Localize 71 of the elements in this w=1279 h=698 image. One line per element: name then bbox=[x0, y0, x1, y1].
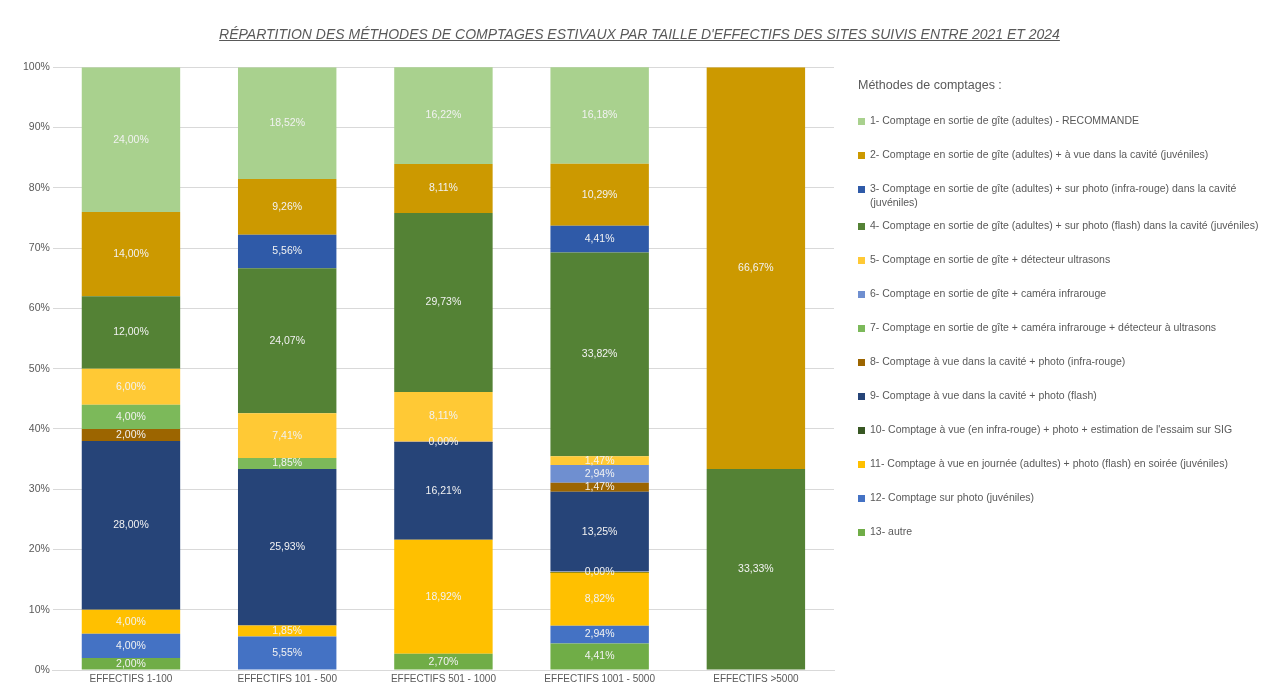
data-label: 9,26% bbox=[272, 199, 303, 212]
data-label: 2,00% bbox=[116, 656, 146, 669]
x-tick-label: EFFECTIFS 501 - 1000 bbox=[390, 672, 497, 684]
legend-label: 7- Comptage en sortie de gîte + caméra infrarouge + détecteur à ultrasons bbox=[870, 321, 1217, 335]
data-label: 5,56% bbox=[272, 244, 303, 257]
legend-label: 13- autre bbox=[870, 525, 913, 539]
data-label: 8,11% bbox=[428, 181, 458, 194]
data-label: 5,55% bbox=[272, 645, 303, 658]
data-label: 1,47% bbox=[584, 453, 615, 466]
data-label: 24,07% bbox=[269, 333, 306, 346]
y-tick-label: 30% bbox=[28, 482, 50, 495]
y-tick-label: 70% bbox=[28, 241, 50, 253]
data-label: 8,82% bbox=[584, 592, 615, 605]
legend-label: 5- Comptage en sortie de gîte + détecteur ultrasons bbox=[870, 253, 1111, 267]
legend-label: 6- Comptage en sortie de gîte + caméra infrarouge bbox=[870, 287, 1107, 301]
chart-title: RÉPARTITION DES MÉTHODES DE COMPTAGES ESTIVAUX PAR TAILLE D'EFFECTIFS DES SITES SUIVIS ENTRE 2021 ET 2024 bbox=[218, 26, 1061, 42]
data-label: 7,41% bbox=[272, 428, 303, 441]
x-tick-label: EFFECTIFS 1001 - 5000 bbox=[544, 672, 656, 684]
legend-label: 11- Comptage à vue en journée (adultes) + photo (flash) en soirée (juvéniles) bbox=[870, 457, 1228, 471]
legend-label: 4- Comptage en sortie de gîte (adultes) + sur photo (flash) dans la cavité (juvéniles) bbox=[870, 219, 1259, 233]
y-tick-label: 100% bbox=[23, 60, 50, 73]
data-label: 24,00% bbox=[113, 132, 149, 145]
data-label: 16,22% bbox=[425, 108, 462, 121]
legend-title: Méthodes de comptages : bbox=[858, 78, 1003, 92]
y-tick-label: 90% bbox=[28, 120, 50, 133]
legend-label: 1- Comptage en sortie de gîte (adultes) - RECOMMANDE bbox=[870, 114, 1140, 128]
data-label: 1,85% bbox=[272, 456, 303, 469]
x-tick-label: EFFECTIFS 101 - 500 bbox=[237, 672, 338, 684]
data-label: 1,85% bbox=[272, 623, 303, 636]
data-label: 4,41% bbox=[584, 649, 615, 662]
data-label: 33,33% bbox=[738, 562, 774, 575]
y-tick-label: 60% bbox=[28, 301, 50, 314]
data-label: 2,94% bbox=[584, 627, 615, 640]
data-label: 2,94% bbox=[584, 466, 615, 479]
data-label: 16,18% bbox=[581, 107, 618, 120]
data-label: 4,00% bbox=[116, 614, 146, 627]
data-label: 4,00% bbox=[116, 638, 146, 651]
data-label: 2,70% bbox=[428, 654, 459, 667]
data-label: 29,73% bbox=[425, 295, 462, 308]
data-label: 13,25% bbox=[581, 524, 618, 537]
data-label: 0,00% bbox=[584, 565, 615, 578]
legend-label: 3- Comptage en sortie de gîte (adultes) + sur photo (infra-rouge) dans la cavité (juvéniles) bbox=[870, 182, 1238, 210]
y-tick-label: 80% bbox=[28, 180, 50, 193]
data-label: 4,41% bbox=[584, 232, 615, 245]
x-tick-label: EFFECTIFS 1-100 bbox=[89, 672, 173, 684]
y-tick-label: 20% bbox=[28, 542, 50, 555]
x-tick-label: EFFECTIFS >5000 bbox=[713, 672, 799, 684]
y-tick-label: 40% bbox=[28, 421, 50, 434]
data-label: 10,29% bbox=[581, 187, 618, 200]
data-label: 66,67% bbox=[738, 261, 774, 274]
data-label: 16,21% bbox=[425, 483, 462, 496]
data-label: 4,00% bbox=[116, 409, 146, 422]
data-label: 18,52% bbox=[269, 116, 306, 128]
data-label: 8,11% bbox=[428, 409, 458, 422]
y-tick-label: 0% bbox=[34, 662, 50, 675]
data-label: 12,00% bbox=[113, 325, 149, 338]
y-tick-label: 50% bbox=[28, 361, 50, 374]
data-label: 14,00% bbox=[113, 247, 149, 260]
data-label: 1,47% bbox=[584, 480, 615, 493]
data-label: 28,00% bbox=[113, 518, 149, 531]
data-label: 33,82% bbox=[581, 347, 618, 360]
legend-label: 12- Comptage sur photo (juvéniles) bbox=[870, 491, 1035, 505]
legend-label: 8- Comptage à vue dans la cavité + photo (infra-rouge) bbox=[870, 355, 1126, 369]
data-label: 18,92% bbox=[425, 589, 462, 602]
legend-label: 9- Comptage à vue dans la cavité + photo (flash) bbox=[870, 389, 1097, 403]
legend-label: 2- Comptage en sortie de gîte (adultes) + à vue dans la cavité (juvéniles) bbox=[870, 148, 1209, 162]
data-label: 2,00% bbox=[116, 427, 146, 440]
legend-label: 10- Comptage à vue (en infra-rouge) + photo + estimation de l'essaim sur SIG bbox=[870, 423, 1233, 437]
data-label: 25,93% bbox=[269, 540, 306, 553]
y-tick-label: 10% bbox=[28, 602, 50, 615]
data-label: 6,00% bbox=[116, 379, 146, 392]
